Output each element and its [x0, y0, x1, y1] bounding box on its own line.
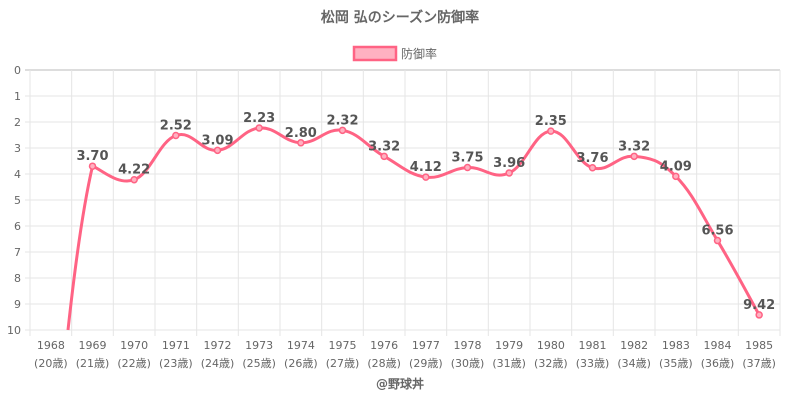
x-age-label: (25歳) [242, 357, 276, 370]
x-tick-label: 1969 [79, 339, 107, 352]
y-tick-label: 2 [14, 116, 21, 129]
data-label: 4.12 [410, 160, 442, 175]
x-age-label: (32歳) [534, 357, 568, 370]
data-point [255, 124, 263, 132]
x-age-label: (27歳) [326, 357, 360, 370]
data-point [172, 131, 180, 140]
x-tick-label: 1979 [495, 339, 523, 352]
data-point [588, 164, 597, 172]
marks: 3.70 4.22 2.52 3.09 2.23 2.80 2.32 3.32 4.12 3.75… [66, 111, 775, 331]
data-label: 3.70 [76, 149, 108, 164]
x-age-label: (36歳) [701, 357, 735, 370]
data-point [547, 127, 555, 135]
y-tick-label: 1 [14, 90, 21, 103]
y-tick-label: 7 [14, 246, 21, 259]
data-label: 3.76 [576, 151, 608, 166]
x-tick-label: 1983 [662, 339, 690, 352]
x-tick-label: 1975 [329, 339, 357, 352]
data-point [672, 172, 680, 181]
x-age-label: (23歳) [159, 357, 193, 370]
data-point [630, 152, 638, 161]
x-age-label: (31歳) [492, 357, 526, 370]
x-age-label: (35歳) [659, 357, 693, 370]
data-point [380, 152, 388, 161]
data-label: 9.42 [743, 298, 775, 313]
x-age-label: (20歳) [34, 357, 68, 370]
y-tick-label: 10 [7, 324, 21, 337]
legend-swatch [352, 45, 398, 62]
x-tick-label: 1982 [620, 339, 648, 352]
x-age-label: (22歳) [117, 357, 151, 370]
chart-title: 松岡 弘のシーズン防御率 [321, 9, 479, 26]
x-tick-label: 1973 [245, 339, 273, 352]
data-point [213, 146, 222, 155]
x-tick-label: 1981 [579, 339, 607, 352]
data-label: 3.09 [201, 133, 233, 148]
data-label: 2.52 [160, 119, 192, 134]
y-tick-label: 3 [14, 142, 21, 155]
x-tick-label: 1968 [37, 339, 65, 352]
series-line-offscale [66, 165, 94, 331]
x-tick-label: 1970 [120, 339, 148, 352]
x-age-label: (34歳) [617, 357, 651, 370]
series-line [91, 126, 761, 316]
credit: @野球丼 [376, 376, 424, 391]
data-label: 4.22 [118, 163, 150, 178]
y-tick-label: 4 [14, 168, 21, 181]
data-point [297, 139, 305, 147]
x-tick-label: 1978 [454, 339, 482, 352]
data-label: 2.80 [285, 126, 317, 141]
y-tick-label: 9 [14, 298, 21, 311]
x-tick-label: 1980 [537, 339, 565, 352]
x-tick-label: 1984 [704, 339, 732, 352]
x-age-label: (24歳) [201, 357, 235, 370]
data-label: 2.23 [243, 111, 275, 126]
data-point [505, 169, 513, 177]
data-label: 3.75 [451, 151, 483, 166]
x-age-label: (33歳) [576, 357, 610, 370]
x-age-label: (30歳) [451, 357, 485, 370]
data-point [463, 163, 472, 172]
x-tick-label: 1977 [412, 339, 440, 352]
x-tick-label: 1972 [204, 339, 232, 352]
data-label: 2.35 [535, 114, 567, 129]
data-point [713, 236, 722, 245]
data-label: 3.32 [368, 139, 400, 154]
legend-label: 防御率 [401, 46, 437, 61]
data-label: 6.56 [701, 224, 733, 239]
legend[interactable]: 防御率 [352, 45, 437, 62]
data-point [422, 173, 430, 181]
x-age-label: (26歳) [284, 357, 318, 370]
x-age-label: (29歳) [409, 357, 443, 370]
y-tick-label: 6 [14, 220, 21, 233]
x-tick-label: 1985 [745, 339, 773, 352]
y-tick-label: 0 [14, 64, 21, 77]
x-age-label: (21歳) [76, 357, 110, 370]
x-tick-label: 1974 [287, 339, 315, 352]
y-tick-label: 8 [14, 272, 21, 285]
data-point [88, 162, 97, 170]
x-tick-label: 1971 [162, 339, 190, 352]
data-label: 2.32 [326, 113, 358, 128]
x-age-label: (28歳) [367, 357, 401, 370]
data-point [130, 175, 138, 184]
data-label: 3.32 [618, 139, 650, 154]
y-tick-label: 5 [14, 194, 21, 207]
data-point [338, 126, 347, 135]
data-label: 4.09 [660, 159, 692, 174]
x-tick-label: 1976 [370, 339, 398, 352]
data-label: 3.96 [493, 156, 525, 171]
grid: 0 1 2 3 4 5 6 7 8 9 10 1968 (20歳) 1969 (21歳) 1970 (22歳) 1… [7, 64, 781, 370]
x-age-label: (37歳) [742, 357, 776, 370]
data-point [755, 311, 763, 319]
